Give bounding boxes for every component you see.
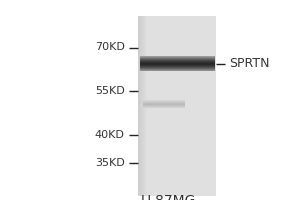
Text: 40KD: 40KD [94, 130, 124, 140]
Text: SPRTN: SPRTN [230, 57, 270, 70]
Text: U-87MG: U-87MG [140, 194, 196, 200]
Text: 70KD: 70KD [94, 43, 124, 52]
Text: 35KD: 35KD [95, 158, 124, 168]
Text: 55KD: 55KD [95, 86, 124, 96]
